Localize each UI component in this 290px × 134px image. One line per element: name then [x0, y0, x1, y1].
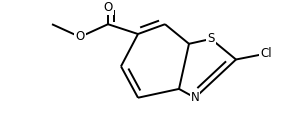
Text: S: S	[207, 32, 215, 45]
Text: O: O	[75, 30, 85, 43]
Text: O: O	[103, 1, 113, 14]
Text: Cl: Cl	[260, 47, 272, 60]
Text: N: N	[191, 91, 200, 104]
